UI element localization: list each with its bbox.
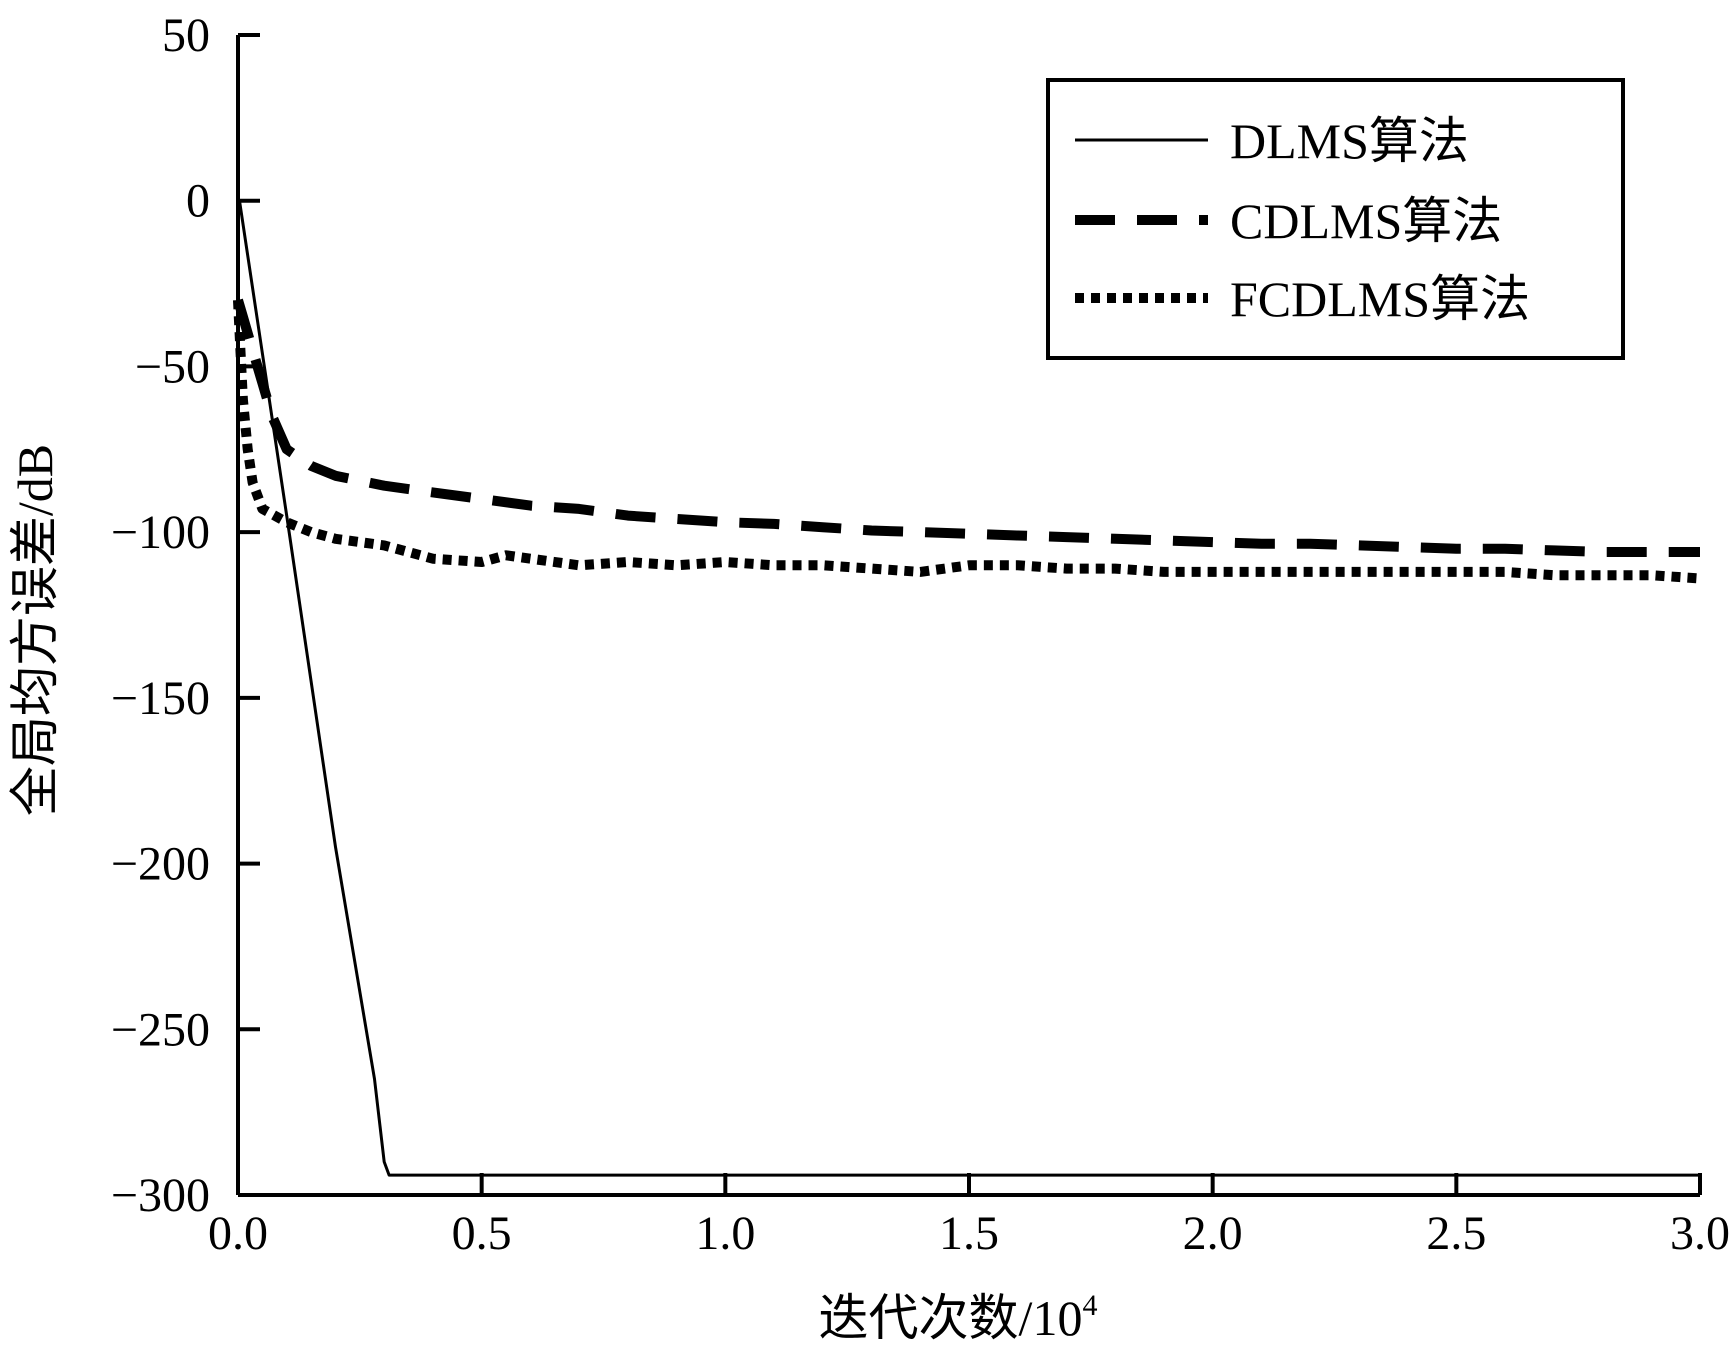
legend: DLMS算法 CDLMS算法 FCDLMS算法 — [1046, 78, 1625, 360]
plot-lines — [233, 199, 1701, 1177]
ticks: 0.0 0.5 1.0 1.5 2.0 2.5 3.0 50 0 −50 −100 −150 −200 −… — [111, 9, 1730, 1260]
x-tick-label: 3.0 — [1670, 1207, 1730, 1260]
x-axis-title: 迭代次数/104 — [819, 1289, 1098, 1346]
x-tick-label: 1.0 — [695, 1207, 755, 1260]
legend-label-cdlms: CDLMS算法 — [1230, 193, 1502, 249]
series-line-dotted — [233, 299, 1701, 584]
x-axis-title-superscript: 4 — [1082, 1289, 1097, 1322]
series-line-solid — [236, 199, 1700, 1177]
y-tick-label: −100 — [111, 506, 210, 559]
x-tick-label: 2.0 — [1183, 1207, 1243, 1260]
y-axis-title: 全局均方误差/dB — [7, 444, 63, 816]
x-tick-label: 2.5 — [1426, 1207, 1486, 1260]
y-tick-label: 0 — [186, 175, 210, 228]
y-tick-label: −200 — [111, 838, 210, 891]
x-tick-label: 0.5 — [452, 1207, 512, 1260]
y-tick-label: 50 — [162, 9, 210, 62]
y-tick-label: −150 — [111, 672, 210, 725]
y-tick-label: −250 — [111, 1003, 210, 1056]
y-tick-label: −50 — [135, 340, 210, 393]
y-tick-label: −300 — [111, 1169, 210, 1222]
legend-label-dlms: DLMS算法 — [1230, 113, 1469, 169]
x-tick-label: 0.0 — [208, 1207, 268, 1260]
legend-label-fcdlms: FCDLMS算法 — [1230, 271, 1530, 327]
series-line-dashed — [233, 298, 1700, 557]
x-tick-label: 1.5 — [939, 1207, 999, 1260]
